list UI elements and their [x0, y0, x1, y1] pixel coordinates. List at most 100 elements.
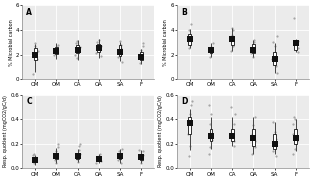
Point: [291, 115, 296, 118]
Point: [140, 156, 145, 159]
Point: [34, 52, 39, 55]
Point: [98, 152, 103, 155]
Point: [77, 145, 82, 148]
Point: [186, 47, 191, 50]
Point: [99, 44, 104, 47]
Point: [271, 120, 275, 123]
Point: [118, 155, 123, 158]
Point: [232, 113, 237, 116]
Point: [74, 49, 79, 52]
Point: [292, 147, 297, 150]
Bar: [295, 40, 297, 50]
Point: [52, 156, 57, 159]
Point: [115, 152, 120, 155]
Point: [53, 162, 58, 165]
Point: [119, 47, 124, 50]
Point: [295, 140, 300, 143]
Point: [33, 156, 38, 159]
Bar: [231, 129, 234, 141]
Point: [31, 73, 36, 76]
Point: [207, 152, 212, 155]
Point: [188, 43, 193, 46]
Point: [293, 43, 298, 46]
Point: [140, 153, 145, 156]
Point: [295, 47, 300, 50]
Point: [77, 152, 82, 155]
Text: B: B: [181, 8, 187, 17]
Point: [138, 48, 143, 51]
Point: [231, 123, 236, 126]
Point: [138, 162, 143, 165]
Point: [272, 57, 277, 60]
Point: [96, 155, 101, 158]
Point: [230, 38, 235, 41]
Point: [75, 40, 80, 42]
Point: [249, 132, 254, 135]
Point: [53, 153, 58, 156]
Point: [119, 147, 124, 150]
Bar: [76, 45, 79, 53]
Point: [118, 155, 123, 158]
Bar: [188, 117, 191, 134]
Point: [140, 150, 145, 153]
Bar: [140, 154, 143, 160]
Point: [188, 113, 193, 116]
Point: [54, 50, 59, 53]
Point: [140, 44, 145, 47]
Point: [32, 159, 37, 162]
Point: [140, 42, 145, 45]
Point: [95, 41, 100, 44]
Point: [229, 106, 234, 109]
Point: [31, 153, 36, 156]
Point: [136, 148, 141, 151]
Y-axis label: Resp. quotient (mgCO2/gC/d): Resp. quotient (mgCO2/gC/d): [158, 96, 163, 168]
Y-axis label: % Microbial carbon: % Microbial carbon: [163, 19, 168, 66]
Point: [118, 51, 123, 53]
Point: [228, 49, 233, 52]
Point: [117, 40, 122, 42]
Bar: [210, 129, 212, 141]
Point: [116, 158, 121, 161]
Point: [53, 51, 58, 53]
Point: [210, 48, 215, 51]
Point: [207, 132, 212, 135]
Point: [96, 38, 101, 41]
Point: [295, 40, 300, 42]
Point: [77, 142, 82, 145]
Point: [274, 155, 279, 158]
Point: [271, 150, 275, 153]
Bar: [231, 37, 234, 45]
Point: [249, 48, 254, 51]
Point: [118, 52, 123, 55]
Point: [230, 135, 235, 138]
Point: [116, 55, 121, 58]
Point: [35, 49, 40, 52]
Point: [32, 55, 37, 58]
Point: [274, 138, 279, 140]
Point: [187, 145, 192, 148]
Point: [252, 115, 257, 118]
Point: [251, 124, 256, 127]
Bar: [273, 134, 276, 149]
Point: [208, 48, 213, 51]
Point: [32, 152, 37, 155]
Point: [96, 47, 101, 50]
Point: [76, 148, 81, 151]
Y-axis label: Resp. quotient (mgCO2/gC/d): Resp. quotient (mgCO2/gC/d): [3, 96, 8, 168]
Point: [139, 156, 144, 159]
Point: [94, 162, 99, 165]
Point: [188, 22, 193, 25]
Point: [187, 122, 192, 124]
Point: [76, 155, 81, 158]
Bar: [140, 52, 143, 60]
Point: [275, 35, 280, 38]
Point: [187, 35, 192, 38]
Point: [251, 136, 256, 139]
Point: [74, 42, 79, 45]
Point: [54, 48, 59, 51]
Point: [139, 158, 144, 161]
Point: [187, 155, 192, 158]
Point: [231, 44, 236, 47]
Point: [119, 60, 124, 63]
Bar: [34, 157, 37, 162]
